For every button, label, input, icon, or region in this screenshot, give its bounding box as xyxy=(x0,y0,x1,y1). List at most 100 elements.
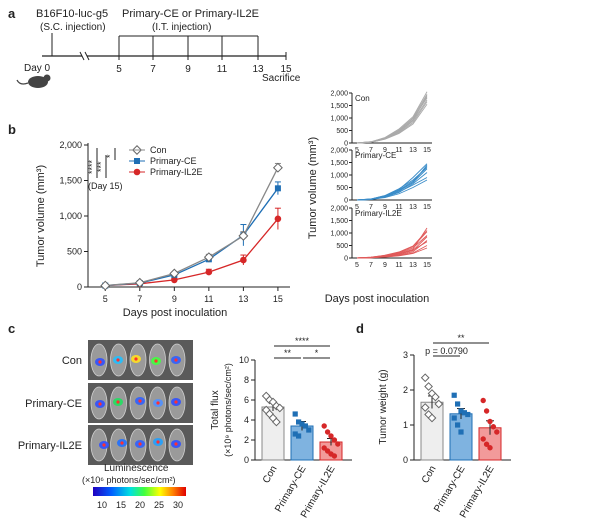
data-point xyxy=(480,436,486,442)
small-x-tick-label: 9 xyxy=(383,204,387,211)
small-y-tick-label: 2,000 xyxy=(330,91,348,98)
timeline-day-label: 5 xyxy=(116,64,122,75)
scale-title: Luminescence xyxy=(104,463,169,474)
data-point xyxy=(483,441,490,447)
y-tick-label: 0 xyxy=(244,455,249,465)
data-point xyxy=(487,445,493,451)
small-x-tick-label: 5 xyxy=(355,262,359,269)
colorbar-tick: 15 xyxy=(116,500,126,510)
y-axis-label: Tumor weight (g) xyxy=(378,369,389,444)
data-point xyxy=(458,429,464,435)
luminescence-core xyxy=(98,360,102,364)
y-tick-label: 0 xyxy=(77,282,82,292)
x-tick-label: 7 xyxy=(137,294,142,304)
data-point xyxy=(296,433,302,439)
small-y-tick-label: 1,500 xyxy=(330,218,348,225)
x-axis-label: Days post inoculation xyxy=(325,293,430,305)
x-tick-label: Con xyxy=(420,464,439,485)
x-tick-label: 15 xyxy=(273,294,283,304)
data-point xyxy=(299,421,305,427)
colorbar-tick: 30 xyxy=(173,500,183,510)
small-y-tick-label: 1,000 xyxy=(330,231,348,238)
small-x-tick-label: 9 xyxy=(383,262,387,269)
y-tick-label: 4 xyxy=(244,415,249,425)
y-axis-label: Total flux xyxy=(210,390,221,429)
x-axis-label: Days post inoculation xyxy=(123,307,228,319)
timeline-day-label: 11 xyxy=(217,64,228,75)
small-x-tick-label: 15 xyxy=(423,147,431,154)
stat-label: **** xyxy=(295,336,310,346)
data-point xyxy=(335,441,341,447)
image-row-label: Con xyxy=(62,355,82,367)
bioluminescence-images: Con Primary-CE Primary-IL2E xyxy=(18,340,193,465)
timeline-day-label: 15 xyxy=(280,64,292,75)
image-row-label: Primary-IL2E xyxy=(18,440,82,452)
data-point xyxy=(483,408,490,414)
data-point xyxy=(420,373,430,383)
small-x-tick-label: 7 xyxy=(369,147,373,154)
data-point xyxy=(455,422,461,428)
small-x-tick-label: 5 xyxy=(355,204,359,211)
luminescence-core xyxy=(154,359,158,363)
panel-label-c: c xyxy=(8,321,15,336)
data-point xyxy=(328,433,334,439)
stat-label: *** xyxy=(96,161,106,172)
data-point xyxy=(272,417,281,427)
luminescence-core xyxy=(120,441,124,445)
timeline-end: Sacrifice xyxy=(262,73,301,84)
y-tick-label: 3 xyxy=(403,350,408,360)
y-tick-label: 2 xyxy=(244,435,249,445)
y-tick-label: 1,500 xyxy=(59,176,82,186)
stat-label: * xyxy=(105,154,115,158)
data-point xyxy=(274,185,281,192)
data-point xyxy=(205,268,213,276)
small-panel-title: Primary-CE xyxy=(355,151,396,160)
data-point xyxy=(331,437,338,443)
timeline-treatment-note: (I.T. injection) xyxy=(152,22,211,33)
y-axis-label: Tumor volume (mm³) xyxy=(35,165,47,267)
y-tick-label: 0 xyxy=(403,455,408,465)
data-point xyxy=(272,162,283,173)
animal-line-Con xyxy=(356,96,428,144)
data-point xyxy=(240,256,247,264)
stat-label: ** xyxy=(284,348,292,358)
y-tick-label: 1,000 xyxy=(59,211,82,221)
data-point xyxy=(331,453,338,459)
data-point xyxy=(321,423,327,429)
mouse-icon xyxy=(16,74,51,88)
timeline-day-label: 13 xyxy=(252,64,264,75)
data-point xyxy=(275,403,285,413)
data-point xyxy=(458,408,464,414)
data-point xyxy=(465,411,471,418)
y-tick-label: 500 xyxy=(67,247,82,257)
data-point xyxy=(302,423,308,429)
data-point xyxy=(324,429,331,435)
small-x-tick-label: 11 xyxy=(395,147,402,154)
x-tick-label: 13 xyxy=(238,294,248,304)
data-point xyxy=(274,215,282,223)
small-y-tick-label: 500 xyxy=(336,243,348,250)
legend-label: Primary-IL2E xyxy=(150,167,203,177)
panel-label-a: a xyxy=(8,6,16,21)
small-y-tick-label: 500 xyxy=(336,128,348,135)
luminescence-core xyxy=(134,357,138,361)
data-point xyxy=(169,268,180,279)
bar-Primary-CE xyxy=(449,413,473,461)
small-x-tick-label: 13 xyxy=(409,262,417,269)
data-point xyxy=(451,415,457,421)
x-tick-label: 5 xyxy=(103,294,108,304)
data-point xyxy=(420,403,430,412)
timeline-day0: Day 0 xyxy=(24,63,51,74)
small-x-tick-label: 13 xyxy=(409,204,417,211)
y-tick-label: 1 xyxy=(403,420,408,430)
data-point xyxy=(306,427,312,433)
scale-unit: (×10⁶ photons/sec/cm²) xyxy=(82,475,176,485)
timeline-cells: B16F10-luc-g5 xyxy=(36,8,108,20)
small-x-tick-label: 13 xyxy=(409,147,417,154)
small-x-tick-label: 5 xyxy=(355,147,359,154)
stats-note: (Day 15) xyxy=(88,181,123,191)
x-tick-label: 9 xyxy=(172,294,177,304)
small-x-tick-label: 11 xyxy=(395,204,402,211)
